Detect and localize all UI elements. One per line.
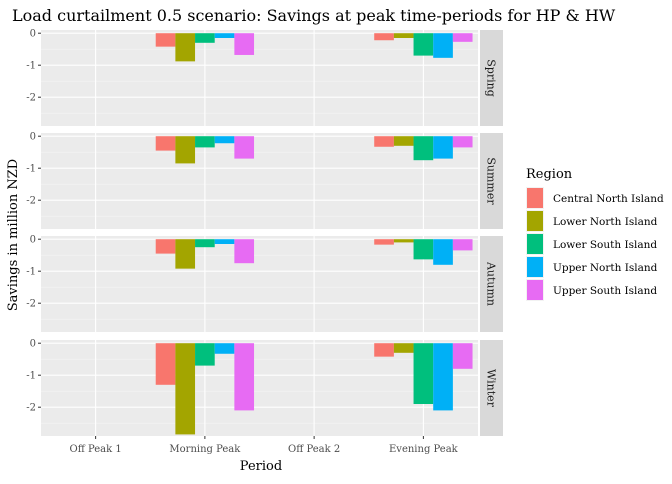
bar-winter-morning-peak-upper-south-island (234, 343, 255, 411)
legend: Region Central North Island Lower North I… (526, 167, 664, 301)
bar-autumn-morning-peak-lower-south-island (195, 239, 215, 248)
bar-spring-evening-peak-lower-south-island (413, 33, 434, 56)
bar-winter-morning-peak-central-north-island (155, 343, 176, 385)
x-tick-label: Off Peak 2 (288, 444, 340, 455)
facet-strip-label: Autumn (485, 261, 498, 306)
bar-spring-morning-peak-lower-south-island (195, 33, 215, 43)
legend-label: Lower North Island (553, 216, 658, 228)
bar-summer-morning-peak-upper-south-island (234, 136, 255, 159)
legend-label: Central North Island (553, 193, 664, 205)
y-tick-label: -1 (26, 371, 36, 382)
legend-item-upper-north-island: Upper North Island (526, 256, 658, 278)
x-axis: Off Peak 1 Morning Peak Off Peak 2 Evening … (70, 436, 459, 455)
y-tick-label: -1 (26, 164, 36, 175)
legend-item-lower-north-island: Lower North Island (526, 210, 658, 232)
facet-strip (480, 236, 503, 332)
bar-spring-morning-peak-upper-south-island (234, 33, 255, 55)
y-tick-label: 0 (30, 235, 36, 246)
facet-panels: 0 -1 -2 Spring 0 -1 -2 Summer 0 -1 -2 Autumn 0 -1 -2 Wi… (26, 29, 503, 436)
y-tick-label: 0 (30, 132, 36, 143)
bar-autumn-morning-peak-upper-south-island (234, 239, 255, 264)
legend-swatch (527, 234, 543, 254)
bar-summer-evening-peak-upper-south-island (452, 136, 473, 148)
bar-autumn-evening-peak-lower-south-island (413, 239, 434, 260)
bar-winter-evening-peak-central-north-island (374, 343, 394, 357)
legend-label: Upper South Island (553, 285, 657, 297)
bar-spring-evening-peak-upper-north-island (433, 33, 453, 58)
bar-summer-morning-peak-lower-north-island (175, 136, 196, 164)
legend-label: Lower South Island (553, 239, 657, 251)
legend-item-lower-south-island: Lower South Island (526, 233, 657, 255)
legend-item-central-north-island: Central North Island (526, 187, 664, 209)
facet-strip-label: Winter (485, 369, 498, 408)
bar-winter-evening-peak-upper-south-island (452, 343, 473, 369)
x-tick-label: Evening Peak (389, 444, 459, 455)
legend-swatch (527, 188, 543, 208)
y-tick-label: -1 (26, 61, 36, 72)
bar-winter-morning-peak-upper-north-island (214, 343, 235, 354)
facet-strip-label: Spring (485, 59, 498, 96)
bar-spring-evening-peak-lower-north-island (393, 33, 414, 38)
bar-winter-evening-peak-lower-south-island (413, 343, 434, 404)
x-tick-label: Off Peak 1 (70, 444, 122, 455)
bar-summer-morning-peak-upper-north-island (214, 136, 235, 144)
bar-autumn-morning-peak-lower-north-island (175, 239, 196, 269)
bar-summer-evening-peak-upper-north-island (433, 136, 453, 159)
y-tick-label: -2 (26, 196, 36, 207)
bar-summer-evening-peak-lower-north-island (393, 136, 414, 146)
y-tick-label: -2 (26, 299, 36, 310)
facet-strip-label: Summer (485, 157, 498, 205)
bar-autumn-morning-peak-upper-north-island (214, 239, 235, 244)
facet-panel-autumn: 0 -1 -2 Autumn (26, 235, 503, 332)
bar-winter-evening-peak-lower-north-island (393, 343, 414, 353)
legend-label: Upper North Island (553, 262, 658, 274)
bar-summer-morning-peak-central-north-island (155, 136, 176, 151)
panel-background (41, 133, 478, 229)
bar-winter-morning-peak-lower-south-island (195, 343, 215, 366)
bar-winter-morning-peak-lower-north-island (175, 343, 196, 435)
bar-winter-evening-peak-upper-north-island (433, 343, 453, 411)
bar-spring-morning-peak-upper-north-island (214, 33, 235, 38)
bar-summer-evening-peak-central-north-island (374, 136, 394, 147)
bar-autumn-evening-peak-upper-north-island (433, 239, 453, 265)
y-tick-label: 0 (30, 29, 36, 40)
bar-spring-morning-peak-central-north-island (155, 33, 176, 47)
y-tick-label: 0 (30, 339, 36, 350)
facet-strip (480, 340, 503, 436)
y-tick-label: -2 (26, 93, 36, 104)
bar-autumn-evening-peak-central-north-island (374, 239, 394, 245)
bar-spring-evening-peak-central-north-island (374, 33, 394, 41)
bar-summer-evening-peak-lower-south-island (413, 136, 434, 161)
legend-swatch (527, 211, 543, 231)
bar-autumn-evening-peak-upper-south-island (452, 239, 473, 251)
x-axis-title: Period (240, 459, 282, 474)
facet-panel-spring: 0 -1 -2 Spring (26, 29, 503, 126)
x-tick-label: Morning Peak (169, 444, 241, 455)
bar-autumn-evening-peak-lower-north-island (393, 239, 414, 243)
bar-autumn-morning-peak-central-north-island (155, 239, 176, 254)
panel-background (41, 30, 478, 126)
legend-item-upper-south-island: Upper South Island (526, 279, 657, 301)
y-tick-label: -1 (26, 267, 36, 278)
facet-strip (480, 30, 503, 126)
bar-summer-morning-peak-lower-south-island (195, 136, 215, 148)
facet-strip (480, 133, 503, 229)
panel-background (41, 236, 478, 332)
legend-swatch (527, 280, 543, 300)
legend-swatch (527, 257, 543, 277)
bar-spring-evening-peak-upper-south-island (452, 33, 473, 42)
facet-panel-winter: 0 -1 -2 Winter (26, 339, 503, 436)
y-axis-title: Savings in million NZD (6, 159, 21, 311)
facet-panel-summer: 0 -1 -2 Summer (26, 132, 503, 229)
chart-title: Load curtailment 0.5 scenario: Savings a… (12, 6, 616, 25)
panel-background (41, 340, 478, 436)
y-tick-label: -2 (26, 403, 36, 414)
legend-title: Region (526, 167, 573, 182)
bar-spring-morning-peak-lower-north-island (175, 33, 196, 62)
